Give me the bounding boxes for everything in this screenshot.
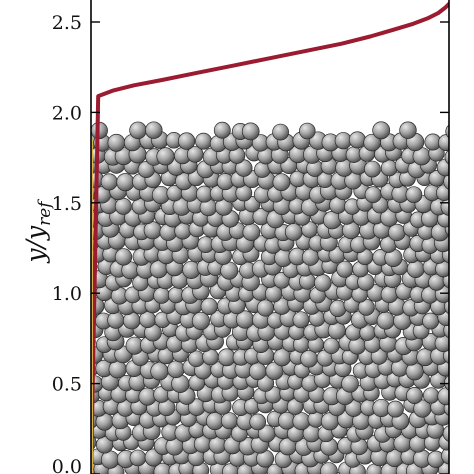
particle xyxy=(200,297,218,315)
particle xyxy=(341,374,359,393)
particle xyxy=(406,260,425,278)
particle xyxy=(443,173,449,190)
particle xyxy=(242,223,261,241)
y-axis-label-sub: ref xyxy=(35,199,55,226)
particle xyxy=(442,424,449,443)
particle xyxy=(336,260,354,278)
y-tick-label: 2.0 xyxy=(52,102,82,124)
particle xyxy=(284,223,303,241)
particle xyxy=(437,387,449,406)
y-tick-label: 1.0 xyxy=(52,283,82,305)
particle xyxy=(444,149,449,165)
particle xyxy=(195,132,212,150)
particle xyxy=(438,134,449,152)
particle xyxy=(129,449,147,467)
y-tick-label: 0.0 xyxy=(52,456,82,474)
y-tick-label: 2.5 xyxy=(52,12,82,34)
particle xyxy=(91,150,92,156)
particle xyxy=(323,337,340,355)
particle xyxy=(405,186,423,204)
particle xyxy=(292,412,311,431)
particle xyxy=(443,347,449,364)
particle xyxy=(191,311,210,330)
particle xyxy=(156,147,175,166)
particle xyxy=(107,311,125,329)
particle xyxy=(114,248,133,266)
particle xyxy=(348,131,366,149)
particle xyxy=(74,421,91,438)
particle xyxy=(72,245,89,262)
particle-bed xyxy=(72,121,449,474)
particle xyxy=(272,123,289,141)
particle xyxy=(388,223,406,242)
particle xyxy=(91,325,93,336)
particle xyxy=(399,121,417,139)
particle xyxy=(314,274,332,292)
y-axis-label: y/yref xyxy=(21,199,55,264)
particle xyxy=(145,121,163,139)
particle xyxy=(241,122,260,141)
particle xyxy=(100,173,118,191)
particle xyxy=(248,362,267,381)
particle xyxy=(376,311,395,330)
particle xyxy=(292,311,310,329)
particle xyxy=(445,124,449,139)
particle xyxy=(153,287,170,304)
particle xyxy=(320,462,338,474)
y-tick-label: 0.5 xyxy=(52,374,82,396)
particle xyxy=(213,121,231,139)
particle xyxy=(220,412,238,430)
particle xyxy=(150,362,169,381)
particle xyxy=(187,350,205,368)
particle xyxy=(441,447,449,465)
particle xyxy=(364,160,381,178)
particle xyxy=(364,186,382,204)
particle xyxy=(443,321,449,339)
particle xyxy=(256,299,274,317)
particle xyxy=(177,132,196,150)
y-axis-label-main: y/y xyxy=(21,225,50,264)
particle xyxy=(116,173,135,192)
particle xyxy=(75,173,91,189)
particle xyxy=(422,387,440,404)
y-axis: 0.0 0.5 1.0 1.5 2.0 2.5 xyxy=(52,12,449,474)
particle xyxy=(372,121,391,140)
particle xyxy=(422,312,440,330)
particle xyxy=(436,158,449,177)
particle xyxy=(406,387,423,404)
series-line-0 xyxy=(91,1,449,474)
particle xyxy=(386,400,404,418)
particle xyxy=(329,299,347,317)
particle xyxy=(249,413,267,431)
particle xyxy=(74,348,90,364)
particle xyxy=(114,197,132,215)
particle xyxy=(217,348,236,367)
particle xyxy=(436,184,449,201)
particle xyxy=(299,122,316,140)
particle xyxy=(380,285,399,304)
particle xyxy=(272,173,291,192)
particle xyxy=(107,133,126,152)
particle xyxy=(75,123,91,139)
particle xyxy=(167,360,185,379)
y-tick-label: 1.5 xyxy=(52,193,82,215)
particle xyxy=(129,121,147,140)
